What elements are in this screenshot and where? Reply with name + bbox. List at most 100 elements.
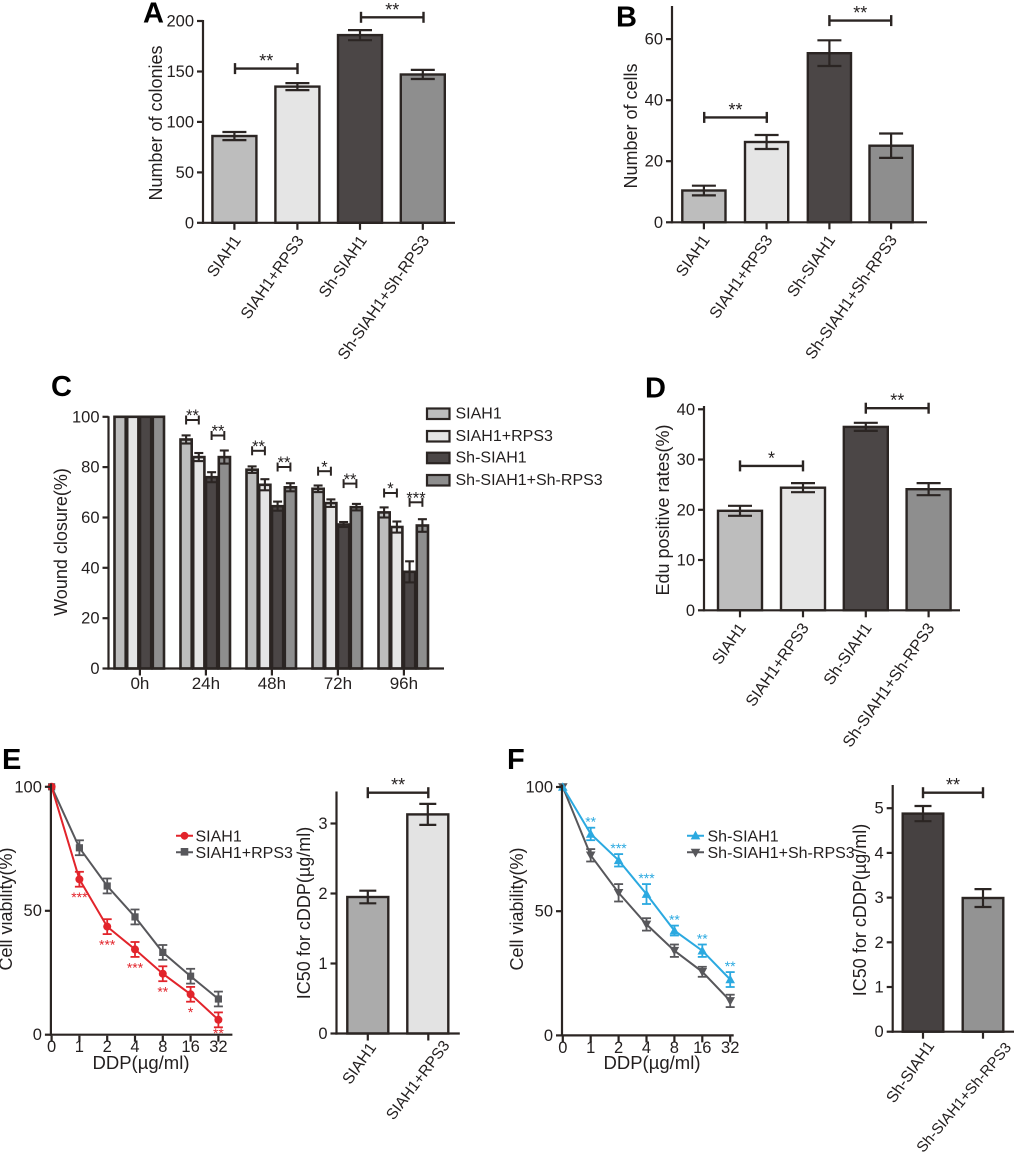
svg-text:Wound closure(%): Wound closure(%) <box>51 468 71 616</box>
svg-text:48h: 48h <box>258 674 286 693</box>
svg-text:0: 0 <box>47 1038 56 1056</box>
svg-text:20: 20 <box>81 610 99 628</box>
svg-text:SIAH1+RPS3: SIAH1+RPS3 <box>456 428 553 445</box>
svg-text:B: B <box>616 2 637 34</box>
svg-text:8: 8 <box>670 1039 679 1057</box>
svg-text:3: 3 <box>875 889 884 907</box>
svg-text:**: ** <box>186 407 199 425</box>
svg-text:Sh-SIAH1: Sh-SIAH1 <box>456 450 527 467</box>
svg-text:0: 0 <box>654 214 663 232</box>
svg-text:**: ** <box>728 100 742 120</box>
svg-text:40: 40 <box>81 559 99 577</box>
svg-text:*: * <box>188 1004 194 1020</box>
svg-text:200: 200 <box>166 13 194 31</box>
svg-text:2: 2 <box>614 1039 623 1057</box>
svg-text:16: 16 <box>181 1038 199 1056</box>
svg-text:2: 2 <box>318 885 327 903</box>
svg-text:**: ** <box>259 51 273 71</box>
svg-text:80: 80 <box>81 459 99 477</box>
svg-text:*: * <box>387 480 394 498</box>
svg-text:Sh-SIAH1: Sh-SIAH1 <box>708 828 779 845</box>
svg-text:D: D <box>645 373 666 405</box>
svg-text:10: 10 <box>677 552 695 570</box>
svg-text:**: ** <box>391 775 405 795</box>
svg-text:20: 20 <box>645 153 663 171</box>
svg-text:0: 0 <box>318 1025 327 1043</box>
svg-text:SIAH1: SIAH1 <box>196 828 242 845</box>
svg-text:1: 1 <box>318 955 327 973</box>
svg-text:Sh-SIAH1+Sh-RPS3: Sh-SIAH1+Sh-RPS3 <box>456 472 603 489</box>
svg-text:***: *** <box>99 937 116 953</box>
svg-text:***: *** <box>71 889 88 905</box>
svg-text:SIAH1+RPS3: SIAH1+RPS3 <box>196 845 293 862</box>
svg-text:72h: 72h <box>324 674 352 693</box>
svg-text:50: 50 <box>176 164 194 182</box>
svg-text:Cell viability(%): Cell viability(%) <box>507 847 527 970</box>
svg-text:50: 50 <box>24 902 42 920</box>
svg-text:**: ** <box>725 958 736 974</box>
svg-text:1: 1 <box>875 979 884 997</box>
svg-text:0: 0 <box>686 602 695 620</box>
svg-text:150: 150 <box>166 63 194 81</box>
svg-text:1: 1 <box>586 1039 595 1057</box>
svg-text:2: 2 <box>103 1038 112 1056</box>
svg-text:100: 100 <box>14 778 42 796</box>
svg-text:100: 100 <box>525 779 553 797</box>
svg-text:***: *** <box>127 959 144 975</box>
svg-text:24h: 24h <box>192 674 220 693</box>
svg-text:IC50 for cDDP(µg/ml): IC50 for cDDP(µg/ml) <box>294 827 314 999</box>
svg-text:SIAH1: SIAH1 <box>456 406 502 423</box>
svg-text:Number of cells: Number of cells <box>621 63 641 188</box>
svg-text:20: 20 <box>677 501 695 519</box>
svg-text:***: *** <box>406 490 426 508</box>
svg-text:**: ** <box>946 775 960 795</box>
svg-text:IC50 for cDDP(µg/ml): IC50 for cDDP(µg/ml) <box>850 824 870 996</box>
svg-text:40: 40 <box>677 401 695 419</box>
svg-text:32: 32 <box>721 1039 739 1057</box>
svg-text:16: 16 <box>693 1039 711 1057</box>
svg-text:100: 100 <box>72 408 100 426</box>
svg-text:1: 1 <box>75 1038 84 1056</box>
svg-text:0: 0 <box>544 1027 553 1045</box>
svg-text:0: 0 <box>90 660 99 678</box>
svg-text:Cell viability(%): Cell viability(%) <box>0 847 16 970</box>
svg-text:0: 0 <box>558 1039 567 1057</box>
svg-text:60: 60 <box>645 31 663 49</box>
svg-text:60: 60 <box>81 509 99 527</box>
svg-text:Number of colonies: Number of colonies <box>146 45 166 200</box>
svg-text:**: ** <box>585 814 596 830</box>
svg-text:30: 30 <box>677 451 695 469</box>
svg-text:DDP(µg/ml): DDP(µg/ml) <box>604 1052 701 1073</box>
svg-text:4: 4 <box>875 844 884 862</box>
svg-text:3: 3 <box>318 815 327 833</box>
svg-text:**: ** <box>212 423 225 441</box>
svg-text:A: A <box>143 0 164 30</box>
svg-text:0: 0 <box>185 214 194 232</box>
svg-text:*: * <box>768 448 775 468</box>
svg-text:**: ** <box>853 3 867 23</box>
svg-text:0: 0 <box>33 1026 42 1044</box>
svg-text:32: 32 <box>209 1038 227 1056</box>
svg-text:**: ** <box>344 471 357 489</box>
svg-text:Edu positive rates(%): Edu positive rates(%) <box>653 424 673 595</box>
svg-text:**: ** <box>669 912 680 928</box>
svg-text:0: 0 <box>875 1023 884 1041</box>
svg-text:0h: 0h <box>130 674 149 693</box>
svg-text:4: 4 <box>642 1039 651 1057</box>
svg-text:40: 40 <box>645 92 663 110</box>
svg-text:8: 8 <box>158 1038 167 1056</box>
svg-text:***: *** <box>638 870 655 886</box>
svg-text:DDP(µg/ml): DDP(µg/ml) <box>93 1052 190 1073</box>
svg-text:**: ** <box>385 0 399 20</box>
svg-text:*: * <box>321 458 328 476</box>
svg-text:**: ** <box>252 438 265 456</box>
svg-text:**: ** <box>157 984 168 1000</box>
svg-text:4: 4 <box>130 1038 139 1056</box>
svg-text:**: ** <box>278 454 291 472</box>
svg-text:2: 2 <box>875 934 884 952</box>
svg-text:**: ** <box>890 391 904 411</box>
svg-text:5: 5 <box>875 800 884 818</box>
svg-text:C: C <box>51 371 72 403</box>
svg-text:**: ** <box>213 1025 224 1041</box>
svg-text:**: ** <box>697 931 708 947</box>
